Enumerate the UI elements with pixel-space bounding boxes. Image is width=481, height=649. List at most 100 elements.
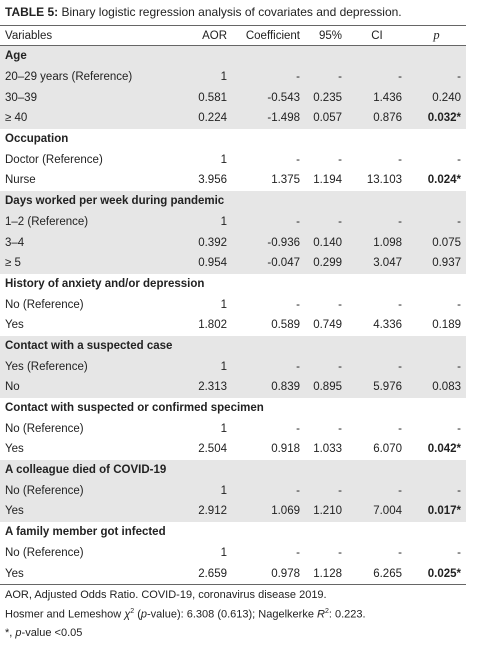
- cell: -: [232, 480, 305, 502]
- footnote: Hosmer and Lemeshow χ2 (p-value): 6.308 …: [5, 608, 366, 621]
- fn-part: R: [317, 608, 325, 621]
- cell: 3.047: [347, 252, 407, 274]
- cell: -: [232, 356, 305, 377]
- cell: -: [296, 153, 300, 166]
- cell: 0.057: [305, 108, 347, 129]
- cell: -: [457, 153, 461, 166]
- row-label: ≥ 40: [0, 108, 185, 129]
- cell: 1.436: [347, 87, 407, 109]
- data-row: ≥ 5 0.954 -0.047 0.299 3.047 0.937: [0, 252, 466, 274]
- cell: 1.069: [232, 501, 305, 522]
- row-label: 30–39: [0, 87, 185, 109]
- fn-part: p: [15, 627, 22, 639]
- cell: -: [305, 480, 347, 502]
- cell: 2.313: [185, 377, 232, 398]
- fn-part: Hosmer and Lemeshow: [5, 608, 125, 621]
- cell: -: [457, 422, 461, 435]
- cell: 0.032*: [407, 108, 466, 129]
- row-label: 3–4: [0, 232, 185, 253]
- fn-part: χ: [124, 608, 131, 621]
- cell: 0.749: [313, 319, 342, 332]
- group-heading: History of anxiety and/or depression: [5, 277, 205, 290]
- cell: -: [347, 211, 407, 233]
- fn-part: -value <0.05: [21, 627, 83, 639]
- fn-part: : 0.223.: [328, 608, 366, 621]
- column-header: p: [407, 25, 466, 46]
- cell: 7.004: [347, 501, 407, 522]
- row-label: No: [0, 377, 185, 398]
- cell: -: [347, 480, 407, 502]
- fn-part: -value): 6.308 (0.613); Nagelkerke: [147, 608, 317, 621]
- cell: -: [305, 211, 347, 233]
- cell: -: [457, 298, 461, 311]
- regression-table: Variables AOR Coefficient 95% CI p Age 20–29 y…: [0, 25, 466, 585]
- cell: -: [398, 298, 402, 311]
- fn-part: p: [140, 608, 148, 621]
- cell: -0.047: [232, 252, 305, 274]
- cell: 4.336: [373, 319, 402, 332]
- cell: -: [338, 422, 342, 435]
- cell: 0.839: [232, 377, 305, 398]
- title-label: TABLE 5:: [5, 5, 59, 19]
- cell: 1.375: [271, 174, 300, 187]
- fn-part: 2: [324, 608, 329, 615]
- cell: 0.017*: [407, 501, 466, 522]
- cell: 0.240: [407, 87, 466, 109]
- group-heading: Age: [0, 45, 466, 67]
- cell: 0.083: [407, 377, 466, 398]
- cell: 0.042*: [427, 443, 461, 456]
- cell: -: [338, 298, 342, 311]
- cell: -: [296, 422, 300, 435]
- fn-part: *,: [5, 627, 16, 639]
- cell: 0.235: [305, 87, 347, 109]
- cell: -: [338, 546, 342, 559]
- cell: -: [305, 356, 347, 377]
- cell: 0.189: [432, 319, 461, 332]
- cell: 1.098: [347, 232, 407, 253]
- cell: 6.070: [373, 443, 402, 456]
- group-row: Days worked per week during pandemic: [0, 190, 466, 212]
- cell: -: [398, 422, 402, 435]
- title-text: Binary logistic regression analysis of c…: [61, 5, 402, 19]
- cell: -: [296, 298, 300, 311]
- cell: -: [296, 546, 300, 559]
- cell: 0.025*: [407, 563, 466, 585]
- footnote: AOR, Adjusted Odds Ratio. COVID-19, coro…: [5, 589, 327, 601]
- cell: 1: [220, 422, 227, 435]
- cell: -0.543: [232, 87, 305, 109]
- cell: 2.912: [185, 501, 232, 522]
- data-row: ≥ 40 0.224 -1.498 0.057 0.876 0.032*: [0, 108, 466, 129]
- column-header: 95%: [305, 25, 347, 46]
- cell: -0.936: [232, 232, 305, 253]
- cell: 1.194: [313, 174, 342, 187]
- cell: 0.299: [305, 252, 347, 274]
- cell: 0.954: [185, 252, 232, 274]
- cell: -: [338, 153, 342, 166]
- cell: 1: [220, 546, 227, 559]
- cell: 0.895: [305, 377, 347, 398]
- row-label: Yes: [5, 319, 24, 332]
- row-label: Yes: [0, 563, 185, 585]
- cell: -: [347, 66, 407, 88]
- cell: 0.581: [185, 87, 232, 109]
- cell: 1: [220, 153, 227, 166]
- row-label: No (Reference): [5, 422, 84, 435]
- data-row: No (Reference) 1 - - - -: [0, 294, 466, 315]
- data-row: Yes 2.912 1.069 1.210 7.004 0.017*: [0, 501, 466, 522]
- column-header: AOR: [185, 25, 232, 46]
- cell: 1: [185, 66, 232, 88]
- group-heading: Contact with suspected or confirmed spec…: [5, 402, 264, 415]
- header-row: Variables AOR Coefficient 95% CI p: [0, 25, 466, 46]
- row-label: Yes: [5, 443, 24, 456]
- cell: 0.224: [185, 108, 232, 129]
- cell: 0.918: [271, 443, 300, 456]
- data-row: 1–2 (Reference) 1- - - -: [0, 211, 466, 233]
- data-row: Doctor (Reference) 1 - - - -: [0, 149, 466, 170]
- cell: 6.265: [347, 563, 407, 585]
- cell: -: [407, 480, 466, 502]
- data-row: No (Reference) 1 - - - -: [0, 543, 466, 564]
- cell: -: [232, 66, 305, 88]
- row-label: No (Reference): [5, 546, 84, 559]
- cell: 1.033: [313, 443, 342, 456]
